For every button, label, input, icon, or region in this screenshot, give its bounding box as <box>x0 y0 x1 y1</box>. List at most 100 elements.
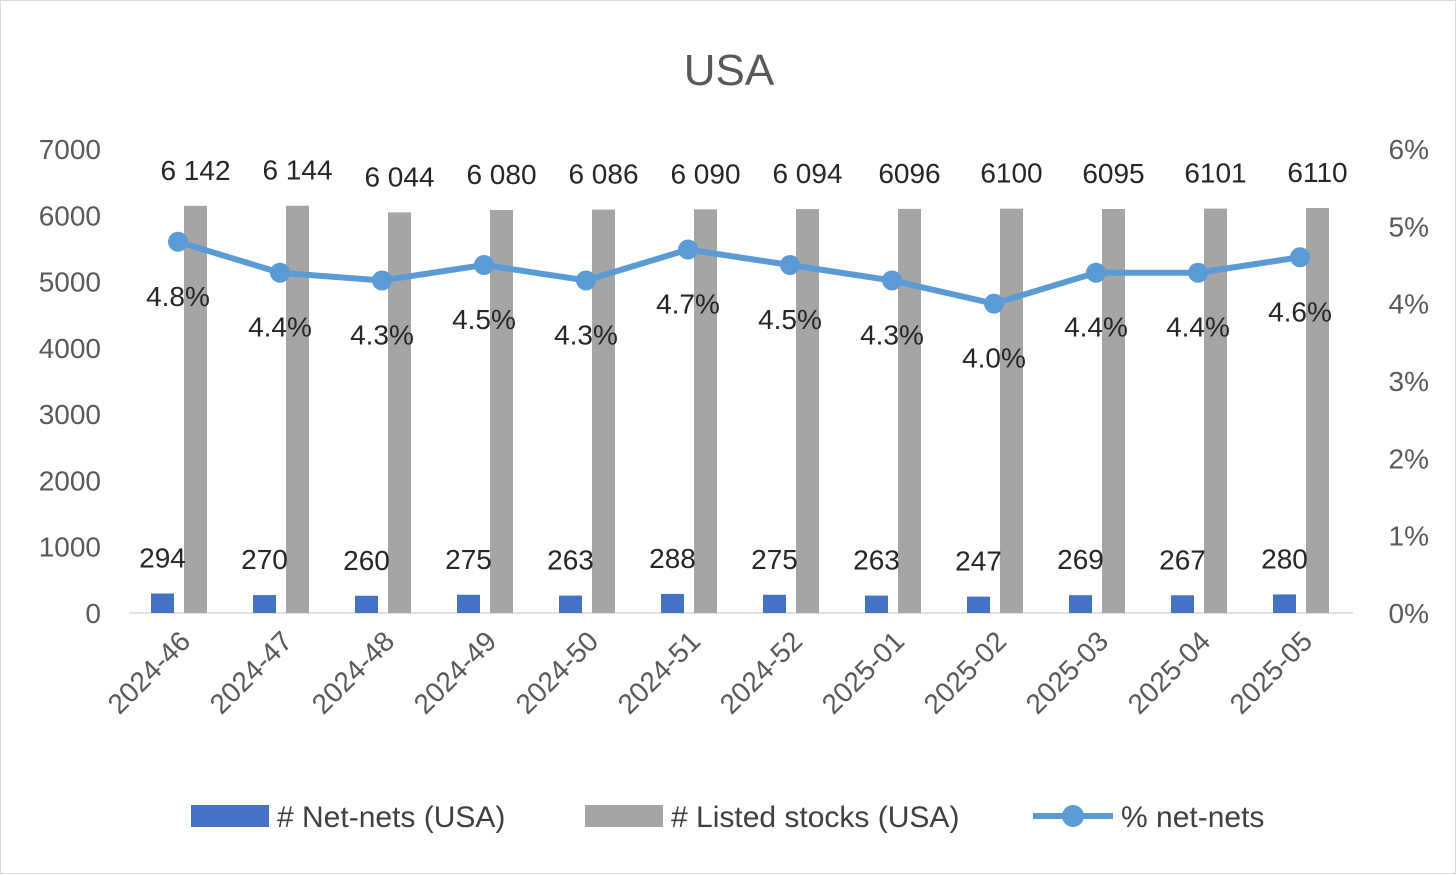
bar-listed-stocks <box>898 208 921 613</box>
bar-listed-stocks <box>388 212 411 613</box>
right-axis-tick-label: 2% <box>1389 443 1429 474</box>
right-axis-tick-label: 1% <box>1389 521 1429 552</box>
data-label-listed-stocks: 6 044 <box>364 161 434 192</box>
bar-net-nets <box>967 596 990 613</box>
bar-listed-stocks <box>1102 208 1125 613</box>
bar-net-nets <box>151 593 174 613</box>
left-axis-tick-label: 7000 <box>39 134 101 165</box>
left-axis-tick-label: 3000 <box>39 399 101 430</box>
data-label-percent: 4.4% <box>248 312 312 343</box>
left-axis-tick-label: 5000 <box>39 267 101 298</box>
chart-title: USA <box>684 46 775 95</box>
x-axis-tick-label: 2024-48 <box>306 625 401 720</box>
x-axis-tick-label: 2025-02 <box>918 625 1013 720</box>
data-label-listed-stocks: 6096 <box>878 158 940 189</box>
line-marker <box>780 255 800 275</box>
data-label-net-nets: 263 <box>853 545 900 576</box>
data-label-percent: 4.4% <box>1166 312 1230 343</box>
bar-listed-stocks <box>1306 207 1329 613</box>
data-label-net-nets: 269 <box>1057 544 1104 575</box>
bar-net-nets <box>1273 594 1296 613</box>
data-label-percent: 4.6% <box>1268 296 1332 327</box>
bar-series <box>151 205 1329 614</box>
right-axis-tick-label: 0% <box>1389 598 1429 629</box>
data-labels: 294 6 142 270 6 144 260 6 044 275 6 080 263 6 086… <box>139 155 1347 577</box>
data-label-listed-stocks: 6 094 <box>772 158 842 189</box>
data-label-net-nets: 294 <box>139 543 186 574</box>
x-axis-tick-label: 2024-46 <box>102 625 197 720</box>
bar-net-nets <box>865 595 888 613</box>
x-axis: 2024-46 2024-47 2024-48 2024-49 2024-50 2024-… <box>102 612 1353 720</box>
line-marker <box>474 255 494 275</box>
right-axis-tick-label: 4% <box>1389 289 1429 320</box>
left-axis-tick-label: 1000 <box>39 532 101 563</box>
right-axis-tick-label: 5% <box>1389 211 1429 242</box>
line-marker <box>168 231 188 252</box>
data-label-percent: 4.0% <box>962 343 1026 374</box>
data-label-listed-stocks: 6 142 <box>160 155 230 186</box>
x-axis-tick-label: 2024-49 <box>408 625 503 720</box>
legend-label-listed-stocks: # Listed stocks (USA) <box>671 801 959 834</box>
data-label-net-nets: 260 <box>343 545 390 576</box>
bar-net-nets <box>763 594 786 613</box>
data-label-net-nets: 267 <box>1159 544 1206 575</box>
data-label-net-nets: 247 <box>955 546 1002 577</box>
x-axis-tick-label: 2024-52 <box>714 625 809 720</box>
data-label-listed-stocks: 6 086 <box>568 159 638 190</box>
bar-listed-stocks <box>796 209 819 613</box>
line-series <box>168 231 1310 314</box>
data-label-net-nets: 275 <box>445 544 492 575</box>
legend-swatch-listed-stocks <box>585 805 663 827</box>
x-axis-tick-label: 2024-51 <box>612 625 707 720</box>
data-label-listed-stocks: 6 144 <box>262 155 332 186</box>
line-marker <box>984 293 1004 314</box>
left-axis-tick-label: 2000 <box>39 465 101 496</box>
right-y-axis: 0% 1% 2% 3% 4% 5% 6% <box>1389 134 1429 629</box>
bar-listed-stocks <box>592 209 615 613</box>
data-label-listed-stocks: 6 090 <box>670 158 740 189</box>
data-label-net-nets: 288 <box>649 543 696 574</box>
bar-net-nets <box>1171 595 1194 613</box>
bar-listed-stocks <box>184 205 207 613</box>
legend-label-net-nets: # Net-nets (USA) <box>277 801 505 834</box>
data-label-net-nets: 275 <box>751 544 798 575</box>
x-axis-tick-label: 2024-47 <box>204 625 299 720</box>
left-y-axis: 0 1000 2000 3000 4000 5000 6000 7000 <box>39 134 101 629</box>
line-marker <box>1188 262 1208 283</box>
legend-marker-percent <box>1062 805 1084 827</box>
bar-listed-stocks <box>1000 208 1023 613</box>
bar-net-nets <box>1069 595 1092 613</box>
line-marker <box>270 262 290 283</box>
line-marker <box>1290 247 1310 268</box>
legend-swatch-net-nets <box>191 805 269 827</box>
left-axis-tick-label: 0 <box>85 598 101 629</box>
line-percent-net-nets <box>175 238 1303 307</box>
data-label-percent: 4.7% <box>656 289 720 320</box>
legend-label-percent: % net-nets <box>1121 801 1264 834</box>
line-marker <box>678 239 698 260</box>
right-axis-tick-label: 3% <box>1389 366 1429 397</box>
data-label-listed-stocks: 6 080 <box>466 159 536 190</box>
x-axis-tick-label: 2025-01 <box>816 625 911 720</box>
bar-listed-stocks <box>490 209 513 614</box>
bar-net-nets <box>661 593 684 613</box>
left-axis-tick-label: 4000 <box>39 333 101 364</box>
data-label-percent: 4.3% <box>350 319 414 350</box>
bar-listed-stocks <box>286 205 309 613</box>
data-label-percent: 4.4% <box>1064 312 1128 343</box>
bar-net-nets <box>559 595 582 613</box>
data-label-net-nets: 263 <box>547 545 594 576</box>
bar-listed-stocks <box>694 209 717 613</box>
bar-net-nets <box>457 594 480 613</box>
data-label-listed-stocks: 6110 <box>1287 157 1347 188</box>
line-marker <box>882 270 902 291</box>
line-marker <box>372 270 392 291</box>
data-label-percent: 4.8% <box>146 281 210 312</box>
data-label-percent: 4.5% <box>452 304 516 335</box>
x-axis-tick-label: 2024-50 <box>510 625 605 720</box>
bar-net-nets <box>355 595 378 613</box>
data-label-percent: 4.5% <box>758 304 822 335</box>
data-label-percent: 4.3% <box>554 319 618 350</box>
legend: # Net-nets (USA) # Listed stocks (USA) % n… <box>191 801 1264 834</box>
